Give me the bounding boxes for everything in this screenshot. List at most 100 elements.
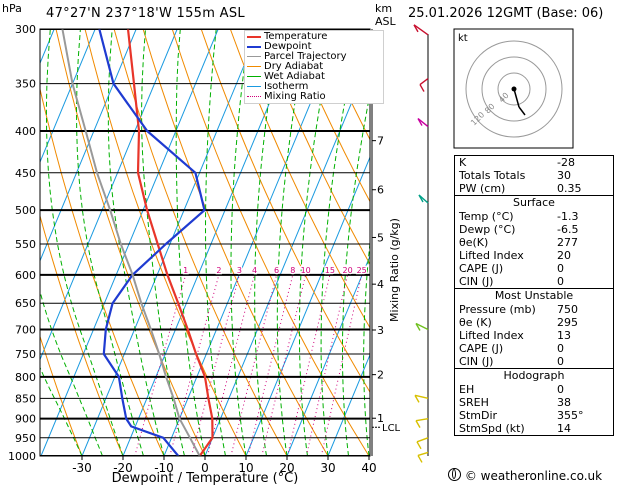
globe-icon: [448, 468, 461, 481]
pressure-tick-label: 350: [15, 78, 36, 91]
index-label: Lifted Index: [459, 249, 524, 262]
pressure-tick-label: 900: [15, 413, 36, 426]
km-tick-label: 5: [377, 231, 384, 244]
mixing-ratio-line: [261, 274, 307, 456]
km-tick-label: 4: [377, 278, 384, 291]
isotherm-line: [81, 29, 260, 456]
lcl-label: LCL: [382, 423, 401, 434]
index-row: StmDir 355°: [455, 409, 613, 422]
hpa-axis-label: hPa: [2, 2, 22, 15]
index-label: EH: [459, 383, 475, 396]
legend-swatch: [247, 86, 261, 87]
wind-barb: [419, 78, 429, 86]
wind-barb: [413, 24, 429, 36]
asl-axis-label: ASL: [375, 15, 396, 28]
pressure-tick-label: 650: [15, 297, 36, 310]
index-label: Pressure (mb): [459, 303, 536, 316]
dry-adiabat: [287, 29, 370, 203]
dewpoint-line: [98, 29, 206, 456]
mixing-ratio-line: [191, 274, 240, 456]
index-value: 38: [557, 396, 571, 409]
temp-tick-label: 30: [320, 461, 335, 475]
index-row: Lifted Index 13: [455, 329, 613, 342]
index-value: 0: [557, 275, 564, 288]
surface-title: Surface: [513, 196, 555, 209]
index-label: StmSpd (kt): [459, 422, 525, 435]
isotherm-line: [245, 155, 370, 456]
index-label: CAPE (J): [459, 262, 504, 275]
totals-label: Totals Totals: [459, 169, 526, 182]
dry-adiabat: [258, 29, 370, 266]
legend-item: Dewpoint: [245, 42, 383, 52]
wind-barb-flag: [418, 194, 424, 203]
plot-area: [0, 29, 370, 456]
totals-value: 30: [557, 169, 571, 182]
index-label: θe(K): [459, 236, 489, 249]
parcel-trajectory-line: [61, 29, 201, 456]
legend-label: Mixing Ratio: [264, 91, 326, 102]
mixing-ratio-line: [230, 274, 278, 456]
legend-swatch: [247, 66, 261, 67]
index-value: 750: [557, 303, 578, 316]
index-value: 14: [557, 422, 571, 435]
legend-item: Temperature: [245, 32, 383, 42]
km-tick-label: 6: [377, 184, 384, 197]
pressure-tick-label: 850: [15, 392, 36, 405]
wet-adiabat: [204, 29, 226, 456]
k-index-row: K -28: [455, 156, 613, 169]
mixing-ratio-axis-label: Mixing Ratio (g/kg): [388, 218, 401, 322]
index-label: Lifted Index: [459, 329, 524, 342]
mixing-ratio-label: 6: [274, 266, 279, 275]
wind-barb: [414, 394, 429, 400]
wind-barb-flag: [414, 395, 420, 403]
isotherm-line: [0, 29, 13, 456]
wind-barb-flag: [415, 323, 421, 331]
legend-swatch: [247, 96, 261, 97]
index-row: CAPE (J) 0: [455, 342, 613, 355]
legend-label: Dry Adiabat: [264, 61, 324, 72]
index-label: SREH: [459, 396, 489, 409]
dry-adiabat: [55, 29, 206, 456]
index-value: -1.3: [557, 210, 579, 223]
index-label: CIN (J): [459, 355, 494, 368]
legend-swatch: [247, 56, 261, 57]
legend: Temperature Dewpoint Parcel Trajectory Dry …: [244, 30, 384, 104]
legend-label: Temperature: [264, 31, 328, 42]
pressure-tick-label: 800: [15, 371, 36, 384]
wet-adiabat: [40, 366, 83, 456]
index-row: CIN (J) 0: [455, 275, 613, 288]
index-value: 0: [557, 383, 564, 396]
totals-row: Totals Totals 30: [455, 169, 613, 182]
km-tick-label: 1: [377, 412, 384, 425]
isotherm-line: [286, 254, 370, 456]
index-label: Temp (°C): [459, 210, 514, 223]
isotherm-line: [327, 353, 370, 456]
pressure-tick-label: 500: [15, 204, 36, 217]
legend-label: Parcel Trajectory: [264, 51, 347, 62]
index-label: StmDir: [459, 409, 498, 422]
index-label: Dewp (°C): [459, 223, 516, 236]
mixing-ratio-label: 8: [290, 266, 295, 275]
hodograph-section: Hodograph EH 0 SREH 38 StmDir 355° StmSpd (kt)…: [454, 369, 614, 436]
index-value: 277: [557, 236, 578, 249]
wind-barb: [415, 417, 429, 422]
temp-tick-label: 20: [279, 461, 294, 475]
copyright-text: © weatheronline.co.uk: [464, 469, 603, 483]
km-axis-label: km: [375, 2, 393, 15]
pressure-tick-label: 750: [15, 348, 36, 361]
km-tick-label: 2: [377, 369, 384, 382]
wind-barb: [417, 451, 429, 457]
legend-swatch: [247, 76, 261, 77]
index-row: SREH 38: [455, 396, 613, 409]
index-row: Temp (°C) -1.3: [455, 210, 613, 223]
index-row: CAPE (J) 0: [455, 262, 613, 275]
index-value: 0: [557, 262, 564, 275]
legend-item: Isotherm: [245, 82, 383, 92]
mixing-ratio-line: [287, 274, 331, 456]
temp-tick-label: 0: [201, 461, 209, 475]
mixing-ratio-label: 10: [301, 266, 311, 275]
index-row: EH 0: [455, 383, 613, 396]
wind-barb: [417, 118, 429, 128]
k-value: -28: [557, 156, 575, 169]
